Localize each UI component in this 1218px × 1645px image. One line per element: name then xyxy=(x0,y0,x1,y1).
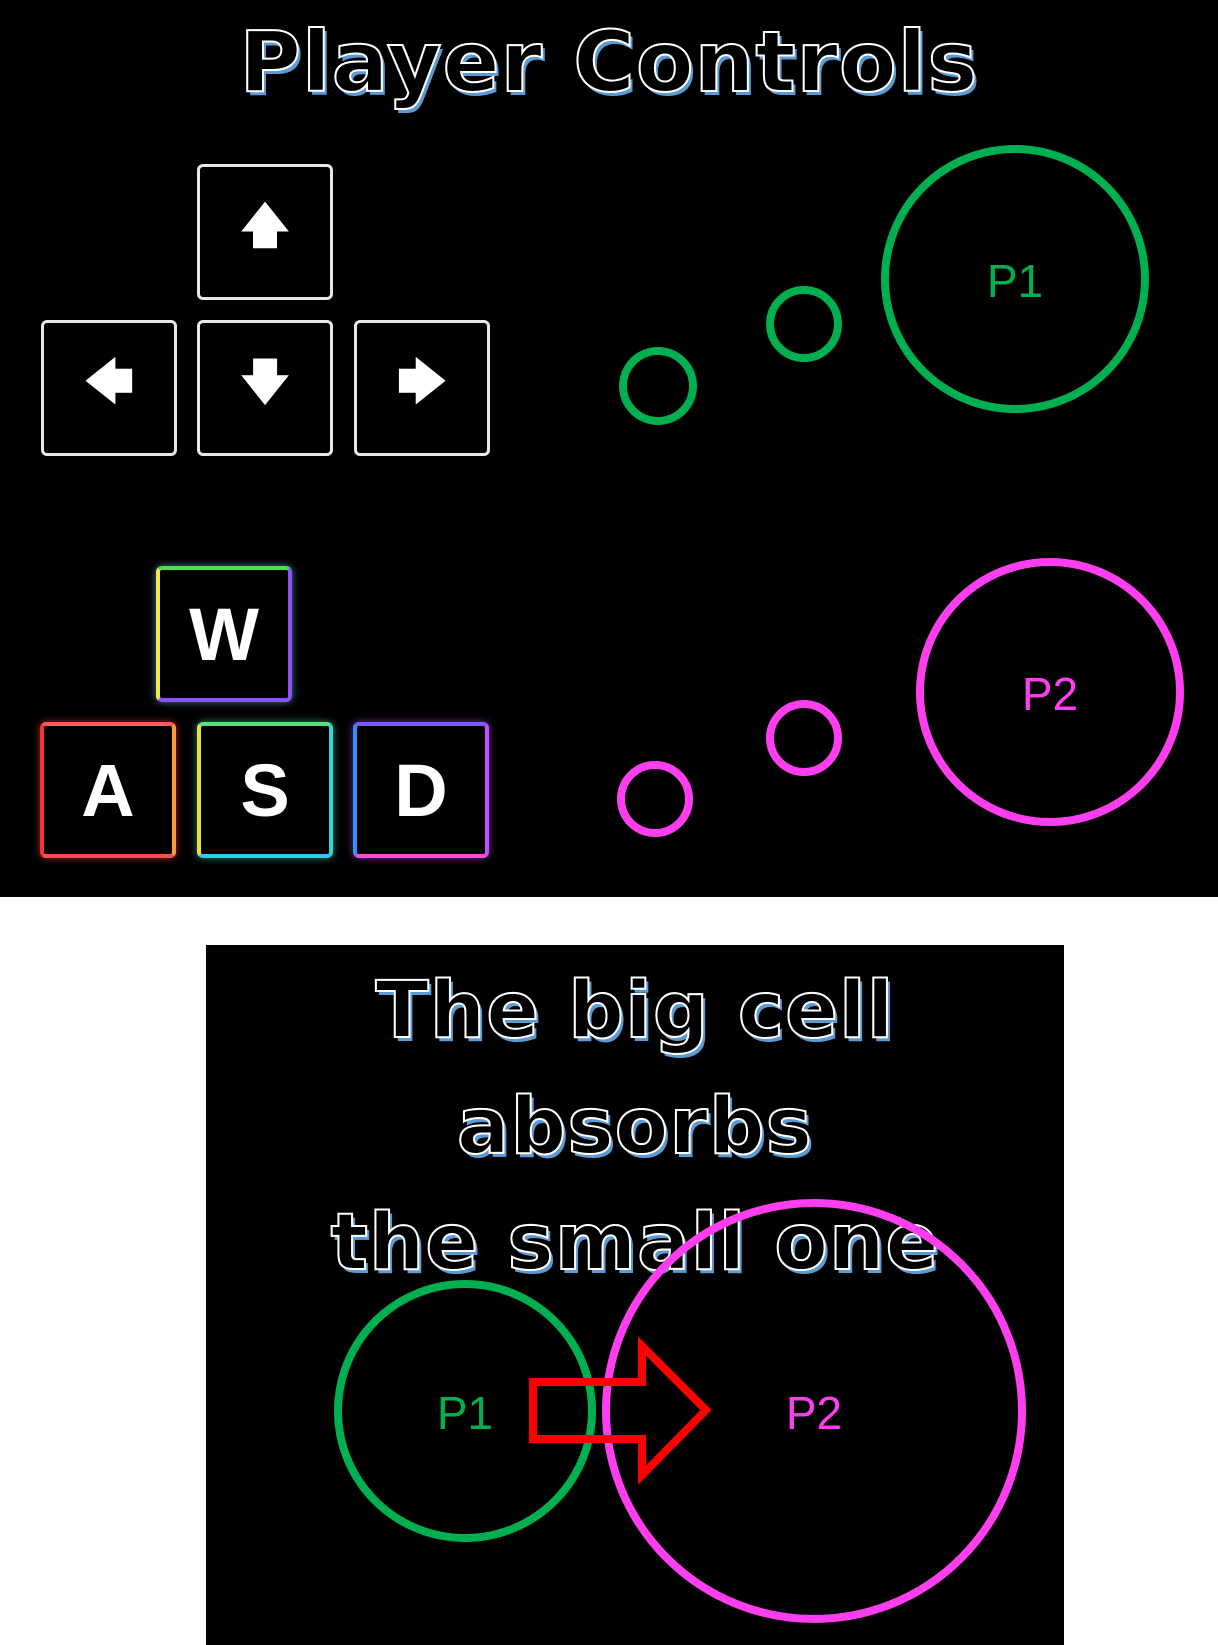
p1-trail-medium-cell xyxy=(766,286,842,362)
p2-trail-small-cell xyxy=(617,761,693,837)
big-cell-label: P2 xyxy=(786,1387,842,1439)
absorb-explanation-panel: The big cell absorbs the small one P1 P2 xyxy=(206,945,1064,1645)
controls-title: Player Controls xyxy=(238,12,979,112)
a-key-label: A xyxy=(81,748,135,832)
controls-cells-graphic: P1 P2 xyxy=(617,145,1184,837)
player-controls-panel: Player Controls 🡅 🡄 🡇 🡆 W A S D P1 P2 xyxy=(0,0,1218,897)
d-key-label: D xyxy=(394,748,448,832)
absorb-title-line-1: The big cell absorbs xyxy=(375,965,895,1173)
absorb-title: The big cell absorbs the small one xyxy=(206,953,1064,1301)
arrow-right-icon xyxy=(529,1336,712,1485)
absorb-title-line-2: the small one xyxy=(330,1197,940,1289)
arrow-down-icon: 🡇 xyxy=(240,353,290,410)
a-key: A xyxy=(40,722,176,858)
left-arrow-key: 🡄 xyxy=(41,320,177,456)
s-key: S xyxy=(197,722,333,858)
small-cell-label: P1 xyxy=(437,1387,493,1439)
absorb-cells-graphic: P1 P2 xyxy=(334,1199,1026,1623)
w-key: W xyxy=(156,566,292,702)
small-cell xyxy=(334,1280,596,1542)
p1-label: P1 xyxy=(987,255,1043,307)
d-key: D xyxy=(353,722,489,858)
arrow-up-icon: 🡅 xyxy=(240,197,290,254)
big-cell xyxy=(602,1199,1026,1623)
arrow-right-icon: 🡆 xyxy=(397,353,447,410)
p2-label: P2 xyxy=(1022,668,1078,720)
p1-trail-small-cell xyxy=(619,347,697,425)
down-arrow-key: 🡇 xyxy=(197,320,333,456)
arrow-left-icon: 🡄 xyxy=(84,353,134,410)
right-arrow-key: 🡆 xyxy=(354,320,490,456)
p2-cell xyxy=(916,558,1184,826)
w-key-label: W xyxy=(189,592,259,676)
p1-cell xyxy=(881,145,1149,413)
up-arrow-key: 🡅 xyxy=(197,164,333,300)
s-key-label: S xyxy=(240,748,290,832)
p2-trail-medium-cell xyxy=(766,700,842,776)
